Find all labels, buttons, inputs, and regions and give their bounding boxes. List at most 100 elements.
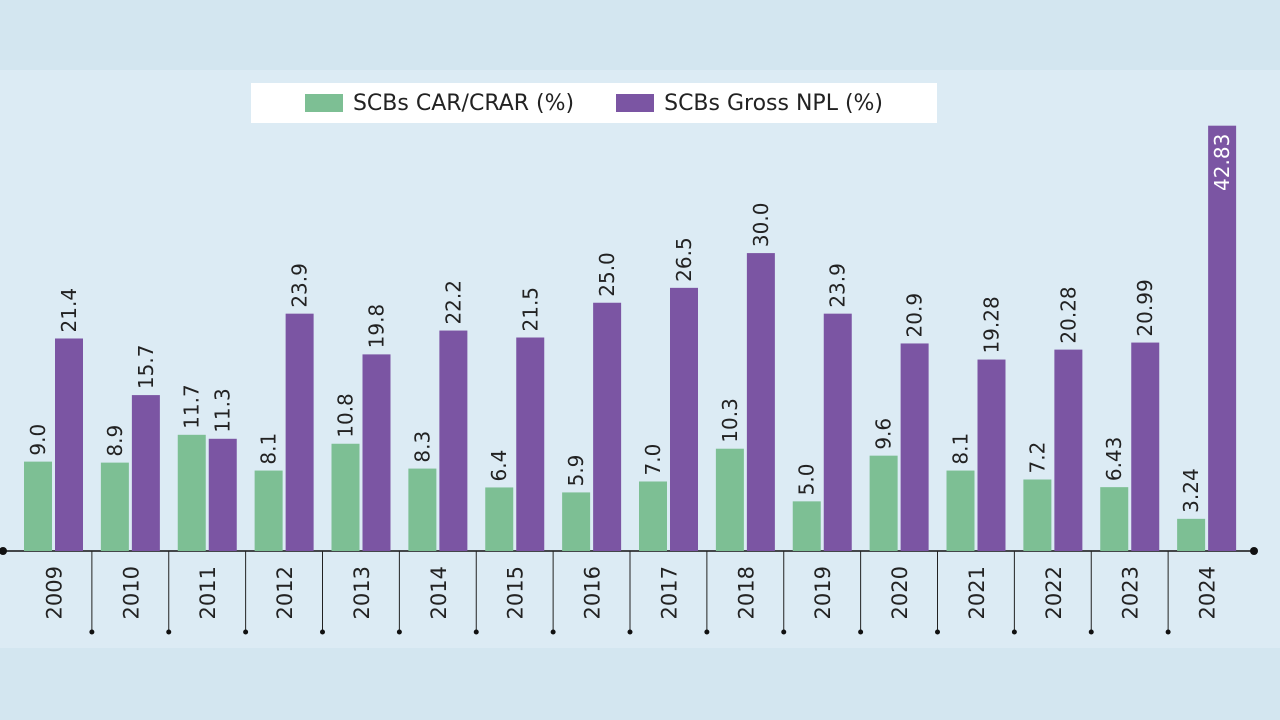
category-separator-dot bbox=[396, 629, 402, 635]
category-separator-dot bbox=[89, 629, 95, 635]
legend-swatch-npl bbox=[616, 94, 655, 112]
npl-value-label: 21.5 bbox=[518, 287, 542, 332]
npl-bar bbox=[1131, 342, 1160, 551]
npl-value-label: 21.4 bbox=[57, 288, 81, 333]
car-bar bbox=[792, 501, 821, 551]
car-value-label: 7.2 bbox=[1025, 442, 1049, 474]
npl-bar bbox=[131, 395, 160, 551]
year-tick-label: 2010 bbox=[119, 566, 143, 619]
year-tick-label: 2014 bbox=[427, 566, 451, 619]
npl-bar bbox=[1208, 125, 1237, 551]
car-value-label: 8.9 bbox=[103, 425, 127, 457]
car-bar bbox=[100, 462, 129, 551]
npl-bar bbox=[439, 330, 468, 551]
car-bar bbox=[408, 468, 437, 551]
car-value-label: 5.9 bbox=[564, 455, 588, 487]
car-value-label: 5.0 bbox=[795, 464, 819, 496]
car-value-label: 8.1 bbox=[949, 433, 973, 465]
npl-value-label: 42.83 bbox=[1210, 134, 1234, 191]
npl-value-label: 22.2 bbox=[441, 280, 465, 325]
car-bar bbox=[869, 455, 898, 551]
category-separator-dot bbox=[1088, 629, 1094, 635]
car-value-label: 8.3 bbox=[410, 431, 434, 463]
category-separator-dot bbox=[858, 629, 864, 635]
car-value-label: 10.8 bbox=[334, 393, 358, 438]
npl-bar bbox=[670, 287, 698, 551]
axis-end-dot-left bbox=[0, 547, 7, 555]
legend-label-car: SCBs CAR/CRAR (%) bbox=[352, 90, 575, 116]
category-separator-dot bbox=[935, 629, 940, 635]
npl-bar bbox=[977, 359, 1006, 551]
legend: SCBs CAR/CRAR (%) SCBs Gross NPL (%) bbox=[251, 83, 937, 123]
category-separator-dot bbox=[704, 629, 710, 635]
year-tick-label: 2021 bbox=[965, 566, 989, 619]
car-bar bbox=[562, 492, 591, 551]
npl-value-label: 26.5 bbox=[672, 237, 696, 282]
npl-value-label: 15.7 bbox=[134, 345, 158, 390]
category-separator-dot bbox=[550, 629, 556, 635]
car-value-label: 6.43 bbox=[1102, 437, 1126, 482]
year-tick-label: 2011 bbox=[196, 566, 220, 619]
car-value-label: 9.0 bbox=[26, 424, 50, 456]
category-separator-dot bbox=[243, 629, 249, 635]
npl-bar bbox=[285, 313, 314, 551]
year-tick-label: 2022 bbox=[1042, 566, 1066, 619]
npl-value-label: 19.28 bbox=[980, 296, 1004, 353]
car-bar bbox=[331, 443, 360, 551]
car-bar bbox=[1023, 479, 1052, 551]
car-bar bbox=[639, 481, 667, 551]
category-separator-dot bbox=[473, 629, 479, 635]
category-separator-dot bbox=[320, 629, 325, 635]
legend-label-npl: SCBs Gross NPL (%) bbox=[664, 90, 884, 116]
npl-value-label: 19.8 bbox=[365, 304, 389, 349]
year-tick-label: 2023 bbox=[1119, 566, 1143, 619]
npl-value-label: 20.99 bbox=[1133, 279, 1157, 336]
car-value-label: 10.3 bbox=[718, 398, 742, 443]
year-tick-label: 2017 bbox=[657, 566, 681, 619]
car-bar bbox=[485, 487, 514, 551]
legend-item-npl: SCBs Gross NPL (%) bbox=[616, 91, 883, 116]
npl-value-label: 25.0 bbox=[595, 252, 619, 297]
npl-bar bbox=[823, 313, 852, 551]
npl-value-label: 20.9 bbox=[903, 293, 927, 338]
category-separator-dot bbox=[166, 629, 172, 635]
npl-value-label: 30.0 bbox=[749, 203, 773, 248]
npl-value-label: 20.28 bbox=[1056, 286, 1080, 343]
car-bar bbox=[946, 470, 975, 551]
year-tick-label: 2009 bbox=[42, 566, 66, 619]
year-tick-label: 2016 bbox=[581, 566, 605, 619]
year-tick-label: 2015 bbox=[504, 566, 528, 619]
car-bar bbox=[1100, 487, 1129, 551]
year-tick-label: 2024 bbox=[1196, 566, 1220, 619]
car-value-label: 8.1 bbox=[257, 433, 281, 465]
npl-bar bbox=[746, 253, 775, 551]
npl-bar bbox=[55, 338, 83, 551]
npl-bar bbox=[516, 337, 545, 551]
year-tick-label: 2020 bbox=[888, 566, 912, 619]
car-bar bbox=[177, 434, 206, 551]
npl-value-label: 11.3 bbox=[211, 388, 235, 433]
npl-bar bbox=[593, 302, 622, 551]
car-value-label: 7.0 bbox=[641, 444, 665, 476]
npl-bar bbox=[362, 354, 391, 551]
car-value-label: 3.24 bbox=[1179, 468, 1203, 513]
car-bar bbox=[715, 448, 744, 551]
npl-value-label: 23.9 bbox=[288, 263, 312, 308]
npl-value-label: 23.9 bbox=[826, 263, 850, 308]
car-bar bbox=[1177, 518, 1206, 551]
legend-item-car: SCBs CAR/CRAR (%) bbox=[304, 90, 575, 116]
category-separator-dot bbox=[1165, 629, 1171, 635]
car-value-label: 9.6 bbox=[872, 418, 896, 450]
legend-swatch-car bbox=[304, 94, 343, 112]
car-value-label: 11.7 bbox=[180, 384, 204, 429]
year-tick-label: 2019 bbox=[811, 566, 835, 619]
npl-bar bbox=[208, 438, 237, 551]
year-tick-label: 2018 bbox=[734, 566, 758, 619]
year-tick-label: 2013 bbox=[350, 566, 374, 619]
car-bar bbox=[254, 470, 283, 551]
car-bar bbox=[24, 461, 52, 551]
car-value-label: 6.4 bbox=[487, 450, 511, 482]
category-separator-dot bbox=[781, 629, 787, 635]
